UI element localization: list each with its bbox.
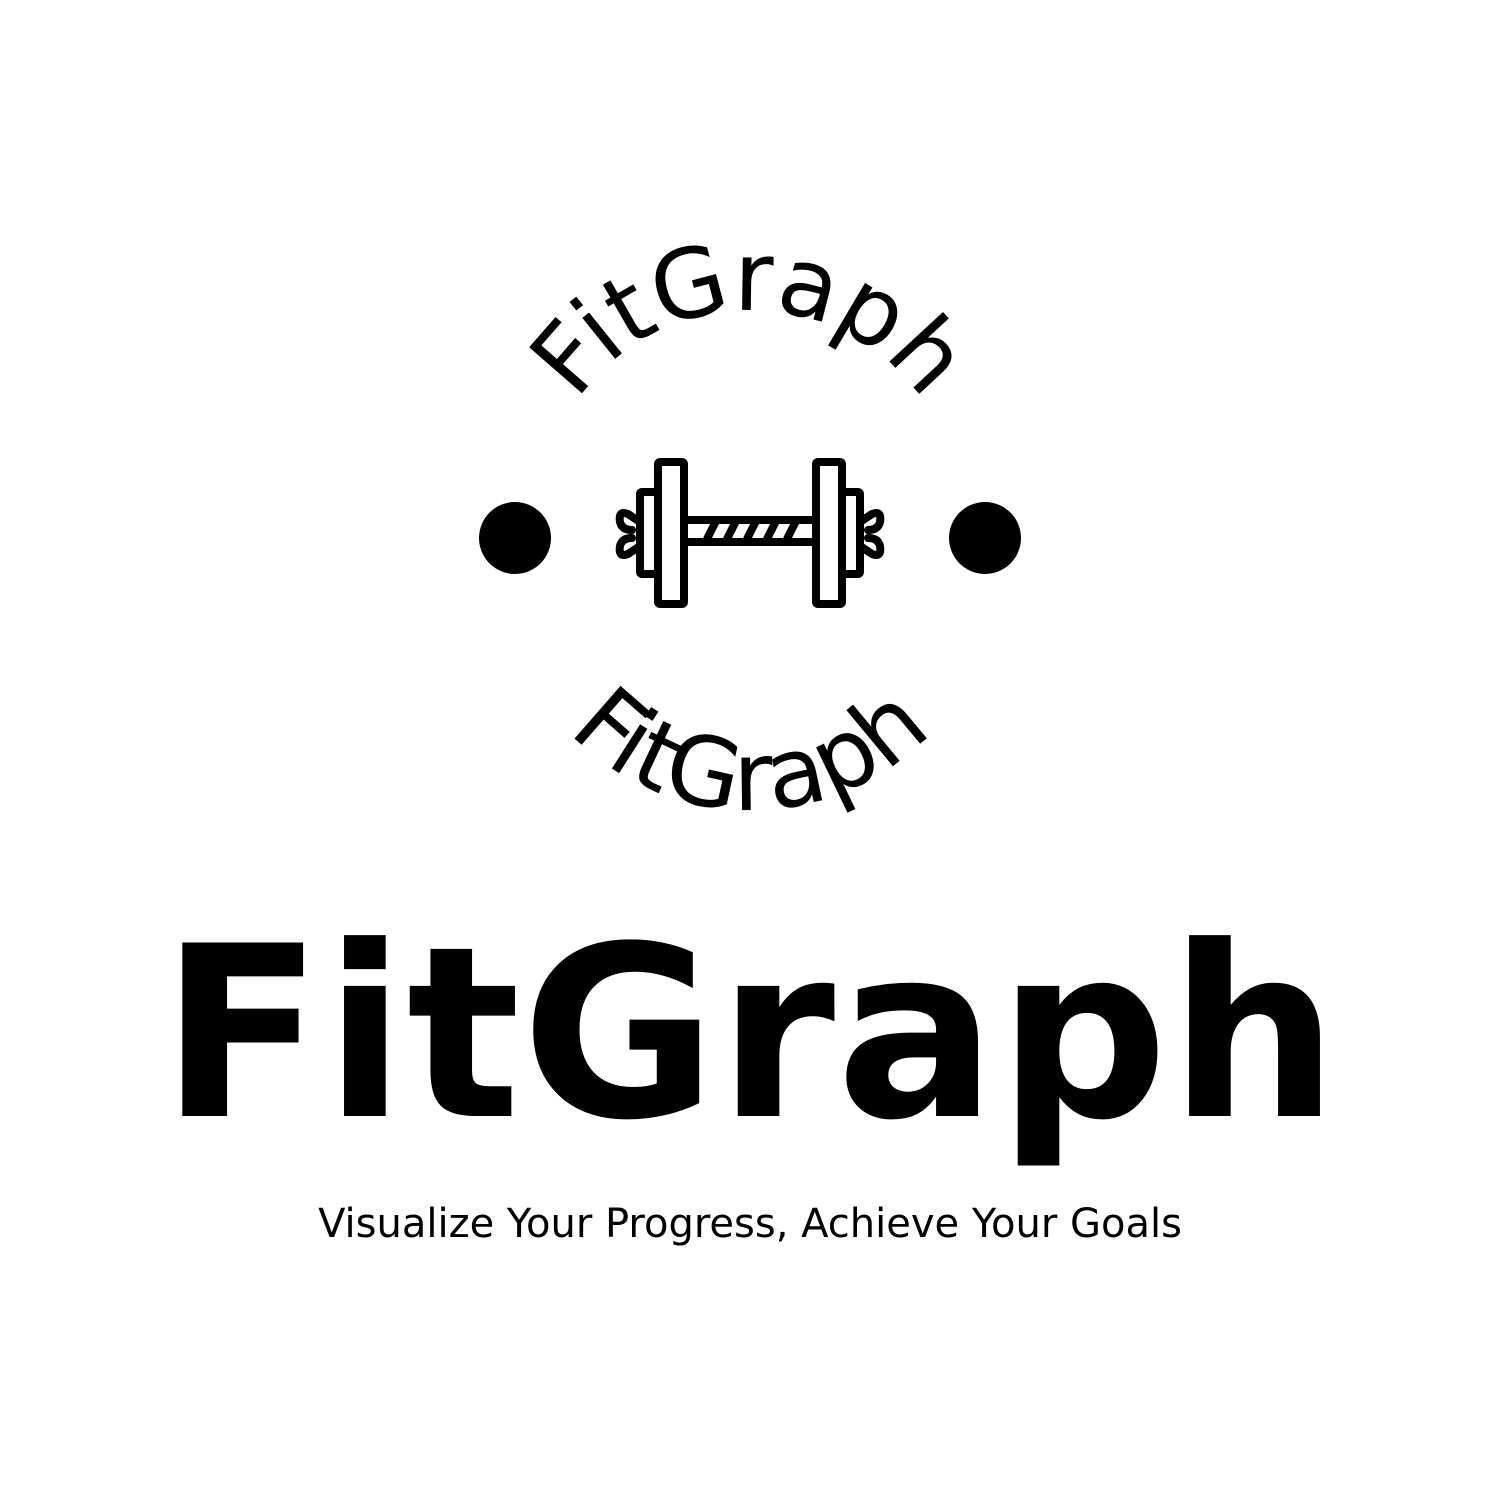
barbell-icon bbox=[615, 458, 885, 608]
ring-text-top: FitGraph bbox=[509, 221, 991, 416]
ring-text-bottom: FitGraph bbox=[552, 664, 947, 834]
brand-name: FitGraph bbox=[160, 896, 1340, 1173]
dot-icon-right bbox=[949, 502, 1021, 574]
tagline: Visualize Your Progress, Achieve Your Go… bbox=[318, 1201, 1182, 1247]
dot-icon-left bbox=[479, 502, 551, 574]
